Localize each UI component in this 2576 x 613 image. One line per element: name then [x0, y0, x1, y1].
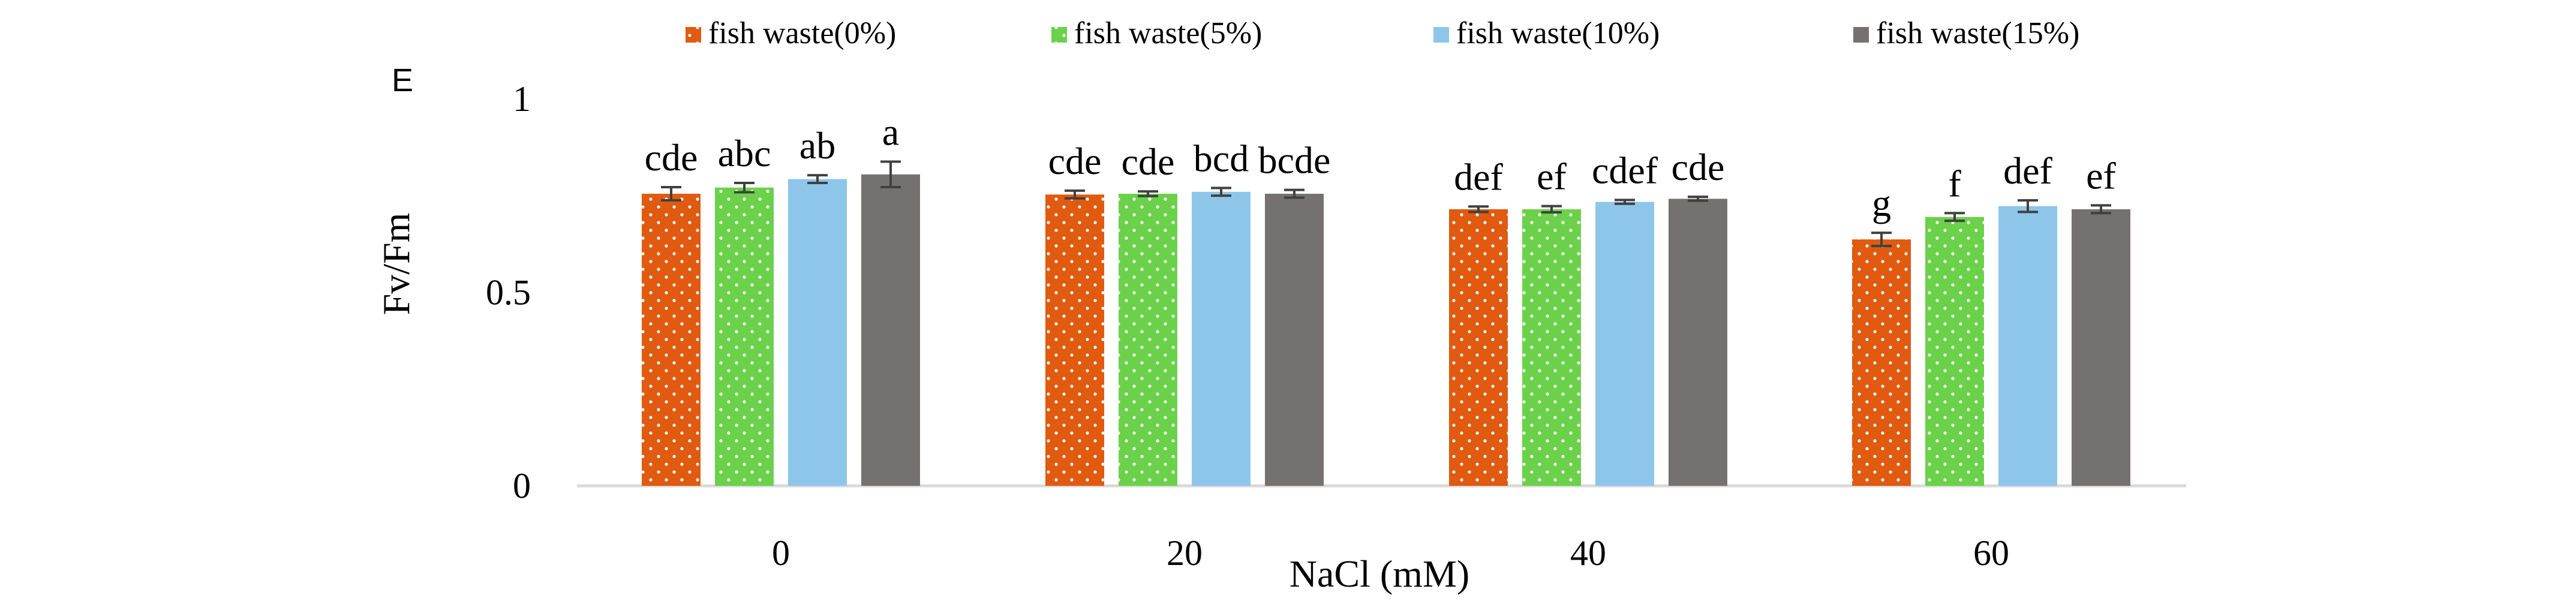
legend-item: fish waste(10%) — [1433, 16, 1660, 50]
y-tick-label: 0 — [513, 466, 531, 506]
significance-letter: cde — [1048, 140, 1102, 182]
legend-swatch — [1051, 27, 1067, 43]
bar — [715, 187, 774, 486]
significance-letter: f — [1948, 162, 1961, 205]
bar — [1669, 199, 1727, 486]
legend-item: fish waste(15%) — [1853, 16, 2079, 50]
bars — [642, 174, 2130, 486]
error-bar — [1065, 189, 1085, 200]
x-tick-label: 20 — [1167, 533, 1203, 573]
significance-letter: cde — [645, 136, 698, 179]
error-bar — [1138, 190, 1158, 197]
significance-letter: ef — [2086, 154, 2116, 197]
error-bar — [661, 186, 681, 202]
error-bar — [1615, 199, 1635, 205]
significance-letter: g — [1872, 182, 1891, 224]
bar — [1119, 194, 1177, 486]
significance-letter: cde — [1122, 140, 1175, 183]
legend-label: fish waste(5%) — [1074, 16, 1262, 50]
legend-swatch — [686, 27, 701, 43]
x-tick-label: 40 — [1570, 533, 1606, 573]
bar — [788, 179, 847, 486]
bar — [1595, 202, 1654, 486]
error-bar — [1541, 205, 1562, 214]
bar — [1852, 239, 1911, 486]
significance-letter: cde — [1672, 146, 1725, 188]
bar — [1925, 217, 1984, 486]
error-bar — [1688, 196, 1708, 202]
bar — [1192, 191, 1251, 486]
error-bars — [661, 160, 2111, 248]
bar — [1265, 194, 1324, 486]
bar — [1522, 209, 1581, 486]
y-tick-label: 1 — [513, 79, 531, 119]
bar — [1449, 209, 1508, 486]
bar — [642, 194, 701, 486]
x-tick-label: 60 — [1973, 533, 2009, 573]
significance-letter: def — [1454, 155, 1503, 198]
legend-swatch — [1433, 27, 1449, 43]
x-tick-label: 0 — [772, 533, 790, 573]
error-bar — [2018, 199, 2038, 214]
legend-label: fish waste(15%) — [1876, 16, 2079, 50]
error-bar — [2091, 204, 2111, 215]
significance-letter: ab — [799, 124, 835, 167]
bar — [861, 174, 920, 486]
bar — [1998, 206, 2057, 486]
significance-letter: cdef — [1592, 149, 1658, 191]
x-axis-label: NaCl (mM) — [1289, 552, 1469, 595]
y-tick-label: 0.5 — [486, 273, 531, 312]
legend-swatch — [1853, 27, 1869, 43]
error-bar — [1211, 187, 1231, 197]
panel-label: E — [392, 62, 413, 98]
bar — [1045, 194, 1104, 486]
error-bar — [1468, 205, 1489, 214]
x-axis-ticks: 0 20 40 60 — [772, 533, 2009, 573]
significance-letter: ef — [1537, 155, 1567, 198]
legend-item: fish waste(5%) — [1051, 16, 1262, 50]
legend-label: fish waste(10%) — [1456, 16, 1660, 50]
significance-letter: a — [882, 110, 899, 153]
significance-letter: abc — [718, 132, 771, 175]
error-bar — [1284, 188, 1304, 199]
error-bar — [1944, 212, 1965, 223]
error-bar — [734, 181, 755, 194]
legend-item: fish waste(0%) — [686, 16, 896, 50]
error-bar — [880, 160, 901, 189]
error-bar — [807, 174, 828, 184]
legend-label: fish waste(0%) — [708, 16, 896, 50]
y-axis-ticks: 00.51 — [486, 79, 531, 506]
bar — [2072, 209, 2130, 486]
significance-letter: def — [2003, 149, 2052, 192]
y-axis-label: Fv/Fm — [375, 213, 417, 315]
significance-letter: bcde — [1258, 139, 1331, 182]
error-bar — [1871, 232, 1892, 248]
legend: fish waste(0%) fish waste(5%) fish waste(1… — [686, 16, 2079, 50]
significance-letter: bcd — [1194, 137, 1249, 179]
